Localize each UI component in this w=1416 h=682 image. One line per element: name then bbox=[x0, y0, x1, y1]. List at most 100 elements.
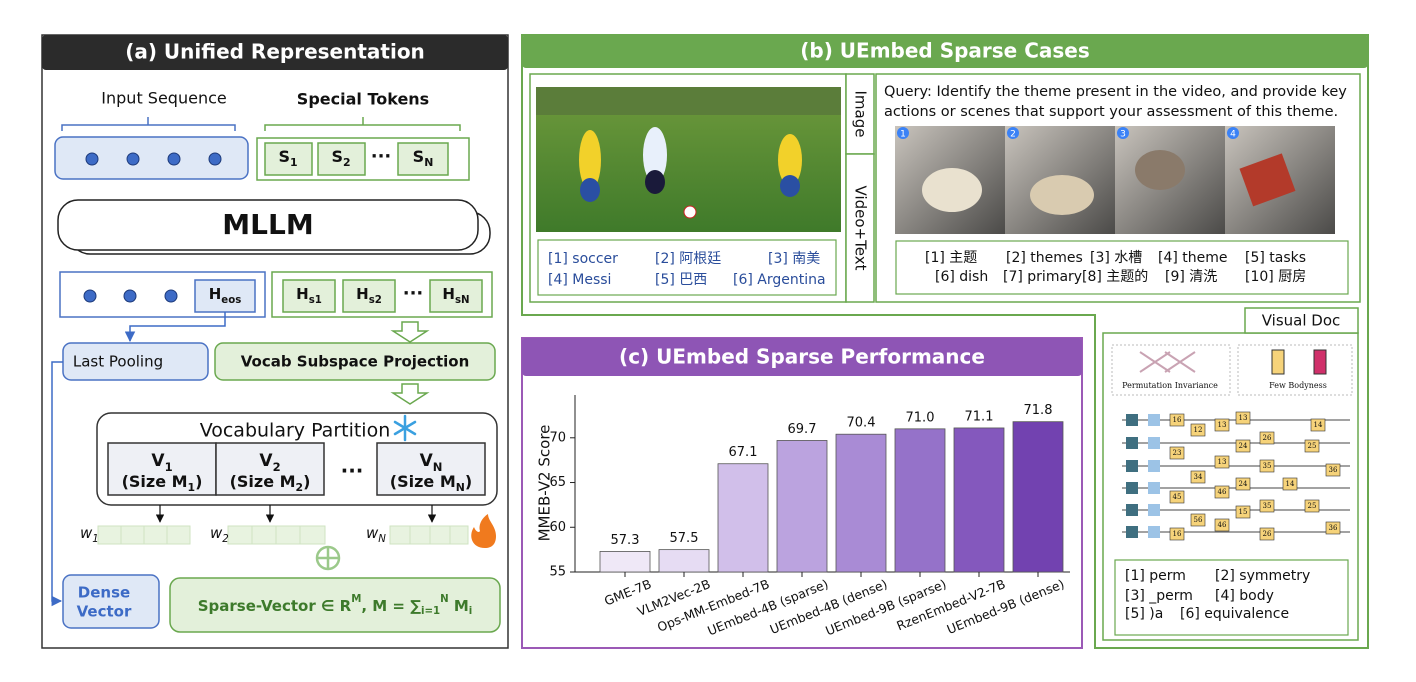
doc-gate bbox=[1169, 527, 1185, 541]
query-line: Query: Identify the theme present in the… bbox=[884, 84, 1347, 100]
partition-size-post: ) bbox=[303, 472, 310, 491]
partition-size-sub: N bbox=[456, 481, 465, 494]
weight-label-base: w bbox=[80, 524, 93, 542]
doc-number: 25 bbox=[1308, 442, 1317, 450]
doc-gate bbox=[1259, 431, 1275, 445]
doc-number: 36 bbox=[1329, 466, 1338, 474]
input-box bbox=[54, 136, 249, 180]
query-line: actions or scenes that support your asse… bbox=[884, 104, 1338, 120]
value-label: 67.1 bbox=[729, 445, 758, 460]
hidden-token-base: H bbox=[356, 285, 369, 303]
doc-number: 24 bbox=[1239, 442, 1248, 450]
special-token: SN bbox=[413, 147, 434, 170]
video-token: [8] 主题的 bbox=[1082, 269, 1148, 285]
hidden-token-sub: s1 bbox=[309, 295, 322, 306]
plus-icon bbox=[315, 545, 341, 571]
partition-name-sub: 1 bbox=[165, 460, 173, 474]
weight-label: w2 bbox=[210, 524, 229, 546]
image-token: [3] 南美 bbox=[768, 251, 820, 267]
doc-gate bbox=[1169, 490, 1185, 504]
image-token: [5] 巴西 bbox=[655, 272, 707, 288]
token-box bbox=[1114, 559, 1349, 636]
special-token-sub: N bbox=[424, 156, 433, 169]
video-token: [7] primary bbox=[1003, 269, 1082, 285]
partition-size-base: (Size M bbox=[390, 472, 456, 491]
fire-icon bbox=[471, 514, 496, 548]
panel-title: (a) Unified Representation bbox=[125, 40, 425, 64]
doc-gate bbox=[1310, 418, 1326, 432]
doc-token: [6] equivalence bbox=[1180, 606, 1289, 622]
doc-gate bbox=[1282, 477, 1298, 491]
bar bbox=[953, 427, 1005, 573]
partition-name-base: V bbox=[420, 451, 434, 471]
arrow bbox=[124, 312, 226, 343]
doc-gate bbox=[1214, 485, 1230, 499]
token-boxes bbox=[264, 142, 449, 176]
partition-name-sub: 2 bbox=[273, 460, 281, 474]
frame-number: 3 bbox=[1120, 130, 1126, 140]
partition-name-base: V bbox=[259, 451, 273, 471]
value-label: 71.1 bbox=[965, 409, 994, 424]
doc-number: 35 bbox=[1263, 462, 1272, 470]
special-token: S1 bbox=[278, 147, 297, 170]
value-label: 71.0 bbox=[906, 410, 935, 425]
eos-token-base: H bbox=[209, 285, 222, 303]
partition-cells bbox=[107, 442, 486, 496]
image-token: [6] Argentina bbox=[733, 272, 826, 288]
frame-number: 4 bbox=[1230, 130, 1236, 140]
partition-size-sub: 1 bbox=[188, 481, 196, 494]
video-token: [1] 主题 bbox=[925, 250, 977, 266]
bracket bbox=[61, 117, 236, 131]
doc-number: 46 bbox=[1218, 488, 1227, 496]
doc-number: 14 bbox=[1286, 480, 1295, 488]
partition-name-base: V bbox=[151, 451, 165, 471]
tab bbox=[1244, 307, 1359, 334]
y-tick-label: 55 bbox=[549, 565, 566, 580]
hidden-token-base: H bbox=[296, 285, 309, 303]
doc-number: 45 bbox=[1173, 493, 1182, 501]
formula-part: Sparse-Vector ∈ R bbox=[198, 597, 352, 615]
model-box bbox=[57, 199, 479, 251]
video-token: [3] 水槽 bbox=[1090, 250, 1142, 266]
weight-label: wN bbox=[366, 524, 386, 546]
doc-number: 12 bbox=[1194, 426, 1203, 434]
bar bbox=[894, 428, 946, 573]
doc-gate bbox=[1190, 513, 1206, 527]
partition-name: VN bbox=[420, 451, 443, 474]
eos-token: Heos bbox=[209, 285, 242, 307]
photo bbox=[536, 87, 841, 232]
ellipsis: ··· bbox=[341, 459, 364, 483]
tab bbox=[845, 73, 875, 155]
doc-number: 26 bbox=[1263, 530, 1272, 538]
doc-gate bbox=[1190, 423, 1206, 437]
tab-label: Visual Doc bbox=[1262, 312, 1341, 330]
value-label: 71.8 bbox=[1024, 403, 1053, 418]
hidden-token-sub: sN bbox=[455, 295, 470, 306]
partition-size-base: (Size M bbox=[122, 472, 188, 491]
image-token: [1] soccer bbox=[548, 251, 618, 267]
pooling-label: Last Pooling bbox=[73, 353, 163, 371]
panel-header bbox=[522, 35, 1368, 68]
value-label: 70.4 bbox=[847, 416, 876, 431]
y-axis-label: MMEB-V2 Score bbox=[536, 425, 554, 542]
doc-gate bbox=[1259, 459, 1275, 473]
partition-size-base: (Size M bbox=[230, 472, 296, 491]
doc-gate bbox=[1214, 518, 1230, 532]
projection-box bbox=[214, 342, 496, 381]
label: Input Sequence bbox=[101, 89, 226, 108]
formula-part: M bbox=[449, 597, 469, 615]
doc-gate bbox=[1259, 527, 1275, 541]
partition-size-post: ) bbox=[465, 472, 472, 491]
doc-number: 16 bbox=[1173, 530, 1182, 538]
doc-gate bbox=[1214, 418, 1230, 432]
hidden-token-boxes bbox=[282, 279, 483, 313]
doc-gate bbox=[1235, 505, 1251, 519]
doc-number: 56 bbox=[1194, 516, 1203, 524]
special-token-base: S bbox=[413, 147, 425, 166]
image-token: [4] Messi bbox=[548, 272, 611, 288]
value-label: 57.3 bbox=[611, 533, 640, 548]
formula-part: M bbox=[351, 594, 361, 605]
token-dots bbox=[85, 152, 222, 166]
weight-label-base: w bbox=[210, 524, 223, 542]
